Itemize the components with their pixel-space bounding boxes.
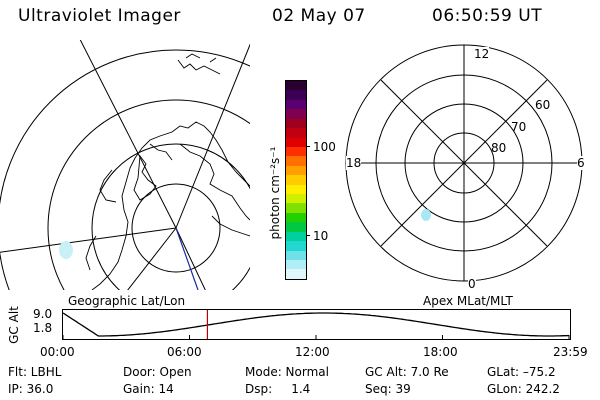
longitude-line bbox=[175, 227, 206, 290]
altitude-y-bottom: 1.8 bbox=[33, 321, 53, 335]
x-tick-0600: 06:00 bbox=[167, 345, 202, 359]
coastline bbox=[85, 121, 250, 290]
colorbar-tick-100: 100 bbox=[313, 140, 336, 154]
x-tick-0000: 00:00 bbox=[40, 345, 75, 359]
colorbar-segment bbox=[286, 109, 306, 119]
latitude-circle bbox=[47, 99, 250, 290]
mlt-0-label: 0 bbox=[468, 277, 476, 291]
colorbar-segment bbox=[286, 184, 306, 195]
colorbar-segment bbox=[286, 241, 306, 251]
gc-alt-status: GC Alt: 7.0 Re bbox=[365, 365, 449, 379]
colorbar-segment bbox=[286, 194, 306, 204]
instrument-title: Ultraviolet Imager bbox=[18, 6, 181, 26]
geo-map-caption: Geographic Lat/Lon bbox=[68, 294, 186, 308]
colorbar-segment bbox=[286, 128, 306, 138]
longitude-line bbox=[0, 227, 177, 253]
latitude-circle bbox=[131, 183, 221, 273]
geographic-map bbox=[0, 40, 250, 290]
colorbar-segment bbox=[286, 90, 306, 100]
colorbar-segment bbox=[286, 250, 306, 261]
colorbar-segment bbox=[286, 212, 306, 223]
mlt-12-label: 12 bbox=[474, 47, 490, 61]
colorbar-unit-label: photon cm⁻²s⁻¹ bbox=[268, 146, 282, 240]
altitude-y-top: 9.0 bbox=[33, 307, 53, 321]
time-label: 06:50:59 UT bbox=[432, 6, 543, 26]
meridian-line bbox=[175, 227, 199, 290]
x-tick-2359: 23:59 bbox=[553, 345, 588, 359]
polar-plot-caption: Apex MLat/MLT bbox=[423, 294, 513, 308]
seq-status: Seq: 39 bbox=[365, 382, 411, 396]
colorbar bbox=[285, 80, 307, 280]
colorbar-segment bbox=[286, 81, 306, 91]
mlat-80-label: 80 bbox=[491, 141, 507, 155]
longitude-line bbox=[175, 43, 250, 229]
mlat-70-label: 70 bbox=[511, 120, 527, 134]
polar-plot bbox=[345, 44, 583, 282]
mlt-18-label: 18 bbox=[346, 156, 362, 170]
colorbar-tick-mark bbox=[306, 235, 310, 236]
mlt-6-label: 6 bbox=[577, 156, 585, 170]
latitude-circle bbox=[91, 143, 250, 290]
coastline-islands bbox=[177, 53, 221, 75]
latitude-circle bbox=[0, 49, 250, 290]
gain-status: Gain: 14 bbox=[123, 382, 174, 396]
longitude-line bbox=[127, 227, 177, 290]
colorbar-segment bbox=[286, 137, 306, 147]
colorbar-segment bbox=[286, 165, 306, 176]
colorbar-segment bbox=[286, 222, 306, 232]
colorbar-segment bbox=[286, 231, 306, 242]
colorbar-segment bbox=[286, 203, 306, 213]
emission-patch bbox=[421, 209, 431, 221]
colorbar-tick-mark bbox=[306, 146, 310, 147]
colorbar-segment bbox=[286, 156, 306, 166]
glon-status: GLon: 242.2 bbox=[487, 382, 560, 396]
colorbar-segment bbox=[286, 118, 306, 129]
flt-status: Flt: LBHL bbox=[8, 365, 62, 379]
mode-status: Mode: Normal bbox=[245, 365, 329, 379]
mlat-60-label: 60 bbox=[535, 98, 551, 112]
polar-diagonal bbox=[380, 79, 548, 247]
colorbar-tick-10: 10 bbox=[313, 229, 329, 243]
date-label: 02 May 07 bbox=[272, 6, 366, 26]
glat-status: GLat: –75.2 bbox=[487, 365, 556, 379]
colorbar-segment bbox=[286, 146, 306, 157]
colorbar-segment bbox=[286, 99, 306, 110]
altitude-curve bbox=[62, 312, 570, 337]
colorbar-segment bbox=[286, 260, 306, 270]
x-tick-1800: 18:00 bbox=[423, 345, 458, 359]
door-status: Door: Open bbox=[123, 365, 192, 379]
colorbar-segment bbox=[286, 269, 306, 279]
longitude-line bbox=[79, 40, 177, 229]
colorbar-segment bbox=[286, 175, 306, 185]
dsp-status: Dsp: 1.4 bbox=[245, 382, 311, 396]
altitude-axis-title: GC Alt bbox=[7, 306, 21, 344]
altitude-timeline bbox=[62, 309, 571, 340]
x-tick-1200: 12:00 bbox=[295, 345, 330, 359]
ip-status: IP: 36.0 bbox=[8, 382, 54, 396]
emission-patch bbox=[59, 241, 73, 259]
